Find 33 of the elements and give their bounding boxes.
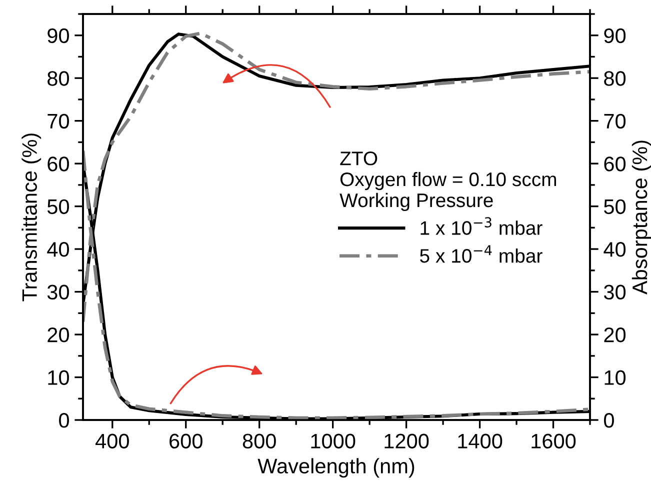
y-tick-label: 20	[48, 328, 69, 342]
x-tick-label: 1000	[311, 434, 356, 448]
x-tick-label: 400	[95, 434, 129, 448]
legend-title: ZTO Oxygen flow = 0.10 sccm Working Pressure	[340, 152, 556, 212]
y2-tick-label: 70	[604, 114, 626, 129]
y-tick-label: 80	[48, 71, 69, 86]
y2-tick-label: 30	[604, 284, 626, 300]
y2-tick-label: 60	[604, 156, 626, 172]
x-tick-label: 600	[170, 434, 202, 448]
y2-tick-label: 90	[604, 28, 626, 44]
x-tick-label: 800	[242, 434, 276, 448]
y-tick-label: 40	[47, 242, 69, 257]
legend-label: 1 x 10$^{−3}$ mbar	[420, 217, 542, 235]
y-tick-label: 30	[47, 284, 69, 300]
x-tick-label: 1200	[384, 434, 429, 448]
y2-tick-label: 0	[604, 413, 614, 428]
y-tick-label: 50	[47, 199, 69, 214]
y2-tick-label: 80	[604, 71, 626, 86]
y2-tick-label: 50	[604, 199, 626, 214]
y-tick-label: 60	[48, 156, 69, 172]
y-tick-label: 10	[48, 370, 69, 386]
y-axis-title: Transmittance (%)	[22, 134, 42, 302]
y2-tick-label: 40	[604, 242, 626, 257]
y2-axis-title: Absorptance (%)	[632, 140, 651, 295]
x-axis-title: Wavelength (nm)	[258, 458, 414, 478]
x-tick-label: 1400	[458, 434, 502, 448]
y-tick-label: 0	[59, 413, 69, 428]
x-tick-label: 1600	[532, 434, 576, 448]
legend-label: 5 x 10$^{−4}$ mbar	[420, 245, 542, 263]
y-tick-label: 70	[48, 114, 69, 129]
y2-tick-label: 20	[604, 328, 626, 342]
y2-tick-label: 10	[604, 370, 626, 386]
y-tick-label: 90	[48, 28, 69, 44]
